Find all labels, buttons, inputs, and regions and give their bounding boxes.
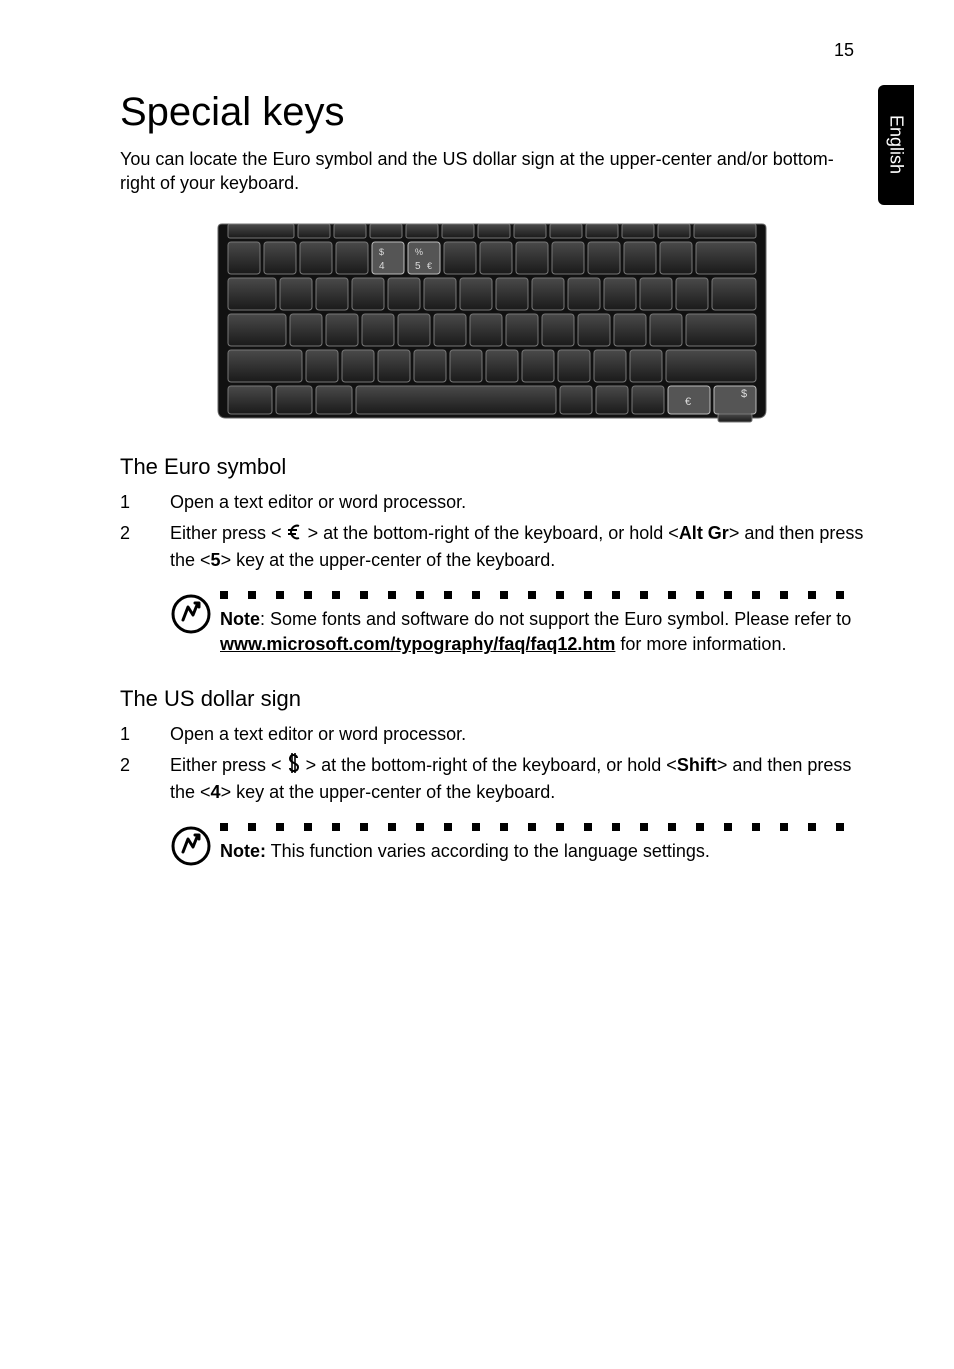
note-text: Note: Some fonts and software do not sup… bbox=[220, 607, 864, 657]
note-content: Note: Some fonts and software do not sup… bbox=[220, 591, 864, 657]
text-fragment: > at the bottom-right of the keyboard, o… bbox=[308, 523, 679, 543]
note-link[interactable]: www.microsoft.com/typography/faq/faq12.h… bbox=[220, 634, 615, 654]
intro-text: You can locate the Euro symbol and the U… bbox=[120, 147, 864, 196]
dollar-note: Note: This function varies according to … bbox=[170, 823, 864, 872]
step-text: Open a text editor or word processor. bbox=[170, 490, 864, 515]
note-icon bbox=[170, 591, 220, 640]
dashed-divider bbox=[220, 823, 864, 831]
svg-text:$: $ bbox=[379, 247, 384, 257]
euro-heading: The Euro symbol bbox=[120, 454, 864, 480]
page-number: 15 bbox=[834, 40, 854, 61]
euro-step-1: 1 Open a text editor or word processor. bbox=[120, 490, 864, 515]
dashed-divider bbox=[220, 591, 864, 599]
text-fragment: > key at the upper-center of the keyboar… bbox=[221, 550, 556, 570]
step-number: 2 bbox=[120, 521, 170, 573]
text-fragment: for more information. bbox=[615, 634, 786, 654]
step-text: Either press < > at the bottom-right of … bbox=[170, 753, 864, 805]
text-fragment: : Some fonts and software do not support… bbox=[260, 609, 851, 629]
svg-text:4: 4 bbox=[379, 261, 385, 272]
text-fragment: This function varies according to the la… bbox=[266, 841, 710, 861]
step-number: 1 bbox=[120, 722, 170, 747]
svg-text:%: % bbox=[415, 247, 423, 257]
page-title: Special keys bbox=[120, 90, 864, 135]
text-fragment: Either press < bbox=[170, 755, 287, 775]
svg-text:$: $ bbox=[741, 388, 747, 400]
dollar-step-1: 1 Open a text editor or word processor. bbox=[120, 722, 864, 747]
text-fragment: > at the bottom-right of the keyboard, o… bbox=[306, 755, 677, 775]
dollar-heading: The US dollar sign bbox=[120, 686, 864, 712]
note-text: Note: This function varies according to … bbox=[220, 839, 864, 864]
note-label: Note bbox=[220, 609, 260, 629]
keyboard-svg: $ 4 % 5 € bbox=[212, 214, 772, 424]
note-content: Note: This function varies according to … bbox=[220, 823, 864, 864]
key-label: Shift bbox=[677, 755, 717, 775]
svg-text:€: € bbox=[427, 261, 432, 271]
dollar-step-2: 2 Either press < > at the bottom-right o… bbox=[120, 753, 864, 805]
note-icon bbox=[170, 823, 220, 872]
step-number: 2 bbox=[120, 753, 170, 805]
svg-text:5: 5 bbox=[415, 261, 421, 272]
euro-glyph-icon bbox=[287, 523, 303, 548]
key-label: 5 bbox=[211, 550, 221, 570]
step-text: Open a text editor or word processor. bbox=[170, 722, 864, 747]
euro-step-2: 2 Either press < > at the bottom-right o… bbox=[120, 521, 864, 573]
svg-text:€: € bbox=[685, 396, 691, 408]
keyboard-illustration: $ 4 % 5 € bbox=[120, 214, 864, 424]
page: 15 English Special keys You can locate t… bbox=[0, 0, 954, 1369]
text-fragment: Either press < bbox=[170, 523, 287, 543]
key-label: Alt Gr bbox=[679, 523, 729, 543]
dollar-glyph-icon bbox=[287, 753, 301, 780]
euro-note: Note: Some fonts and software do not sup… bbox=[170, 591, 864, 657]
text-fragment: > key at the upper-center of the keyboar… bbox=[221, 782, 556, 802]
note-label: Note: bbox=[220, 841, 266, 861]
language-tab: English bbox=[878, 85, 914, 205]
key-label: 4 bbox=[211, 782, 221, 802]
step-number: 1 bbox=[120, 490, 170, 515]
step-text: Either press < > at the bottom-right of … bbox=[170, 521, 864, 573]
